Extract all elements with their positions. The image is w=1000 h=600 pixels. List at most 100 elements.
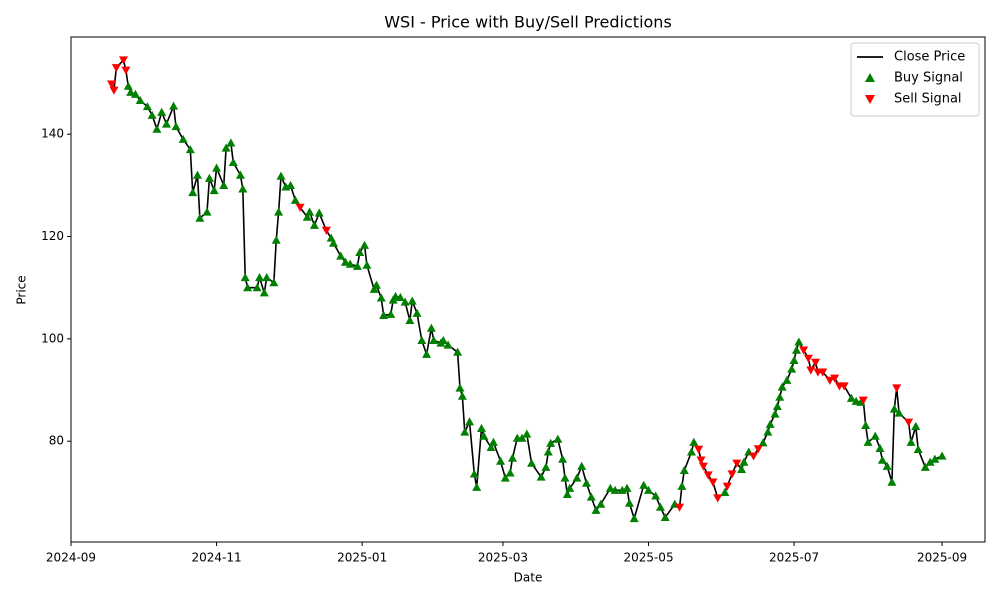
y-tick-label: 80	[49, 434, 64, 448]
buy-marker	[130, 89, 140, 98]
buy-marker	[185, 145, 195, 154]
buy-marker	[195, 213, 205, 222]
x-tick-label: 2025-09	[917, 551, 967, 565]
buy-marker	[126, 87, 136, 96]
y-tick-label: 100	[41, 331, 64, 345]
buy-marker	[479, 431, 489, 440]
buy-marker	[212, 163, 222, 172]
legend-marker	[865, 95, 875, 104]
buy-marker	[362, 260, 372, 269]
buy-marker	[655, 502, 665, 511]
buy-marker	[639, 480, 649, 489]
sell-marker	[708, 478, 718, 487]
buy-marker	[846, 393, 856, 402]
buy-marker	[269, 278, 279, 287]
buy-marker	[336, 251, 346, 260]
plot-frame	[70, 36, 986, 543]
buy-marker	[889, 404, 899, 413]
buy-marker	[925, 457, 935, 466]
buy-marker	[417, 335, 427, 345]
buy-marker	[765, 419, 775, 428]
buy-marker	[123, 81, 133, 90]
buy-marker	[617, 485, 627, 494]
buy-marker	[407, 296, 417, 305]
sell-marker	[830, 374, 840, 383]
buy-marker	[775, 392, 785, 401]
buy-marker	[758, 438, 768, 447]
legend-label: Sell Signal	[894, 92, 962, 107]
buy-marker	[157, 107, 167, 116]
buy-marker	[877, 455, 887, 464]
buy-marker	[469, 469, 479, 478]
buy-marker	[937, 451, 947, 460]
sell-marker	[109, 86, 119, 95]
buy-marker	[329, 238, 339, 247]
buy-marker	[763, 427, 773, 436]
buy-marker	[789, 355, 799, 364]
buy-marker	[238, 184, 248, 193]
buy-marker	[226, 138, 236, 147]
sell-marker	[727, 470, 737, 479]
buy-marker	[875, 443, 885, 452]
sell-marker	[811, 358, 821, 367]
sell-marker	[892, 384, 902, 393]
buy-marker	[202, 207, 212, 216]
buy-marker	[913, 444, 923, 453]
buy-marker	[906, 437, 916, 446]
buy-marker	[221, 143, 231, 152]
x-tick-label: 2025-07	[769, 551, 819, 565]
buy-marker	[169, 101, 179, 110]
buy-marker	[240, 272, 250, 282]
sell-marker	[121, 66, 131, 75]
buy-marker	[596, 499, 606, 508]
buy-marker	[152, 124, 162, 133]
chart-title: WSI - Price with Buy/Sell Predictions	[384, 13, 672, 32]
buy-marker	[870, 431, 880, 440]
buy-marker	[465, 417, 475, 426]
sell-marker	[753, 445, 763, 454]
buy-marker	[686, 447, 696, 456]
buy-marker	[591, 505, 601, 514]
buy-marker	[192, 170, 202, 179]
buy-marker	[522, 429, 532, 438]
buy-marker	[882, 461, 892, 470]
buy-marker	[472, 482, 482, 491]
y-tick-label: 120	[41, 229, 64, 243]
buy-marker	[271, 235, 281, 244]
buy-marker	[204, 173, 214, 182]
sell-marker	[703, 471, 713, 480]
buy-marker	[286, 180, 296, 189]
buy-marker	[507, 453, 517, 462]
buy-marker	[274, 207, 284, 216]
sell-marker	[818, 368, 828, 377]
buy-marker	[147, 110, 157, 119]
buy-marker	[360, 240, 370, 249]
buy-marker	[770, 409, 780, 418]
buy-marker	[369, 284, 379, 293]
sell-marker	[722, 482, 732, 491]
x-axis-label: Date	[514, 571, 543, 585]
buy-marker	[772, 401, 782, 411]
buy-marker	[562, 489, 572, 499]
buy-marker	[443, 340, 453, 349]
x-tick-label: 2025-05	[623, 551, 673, 565]
sell-marker	[858, 396, 868, 405]
buy-marker	[560, 473, 570, 482]
buy-marker	[309, 220, 319, 229]
buy-marker	[135, 95, 145, 105]
buy-marker	[161, 119, 171, 128]
buy-marker	[660, 512, 670, 522]
buy-marker	[861, 420, 871, 429]
sell-marker	[694, 445, 704, 454]
buy-marker	[543, 447, 553, 456]
buy-marker	[290, 195, 300, 204]
buy-marker	[610, 485, 620, 494]
buy-marker	[644, 485, 654, 494]
legend-label: Buy Signal	[894, 71, 963, 86]
buy-marker	[517, 433, 527, 442]
buy-marker	[689, 437, 699, 446]
x-tick-label: 2024-11	[192, 551, 242, 565]
buy-marker	[911, 421, 921, 430]
